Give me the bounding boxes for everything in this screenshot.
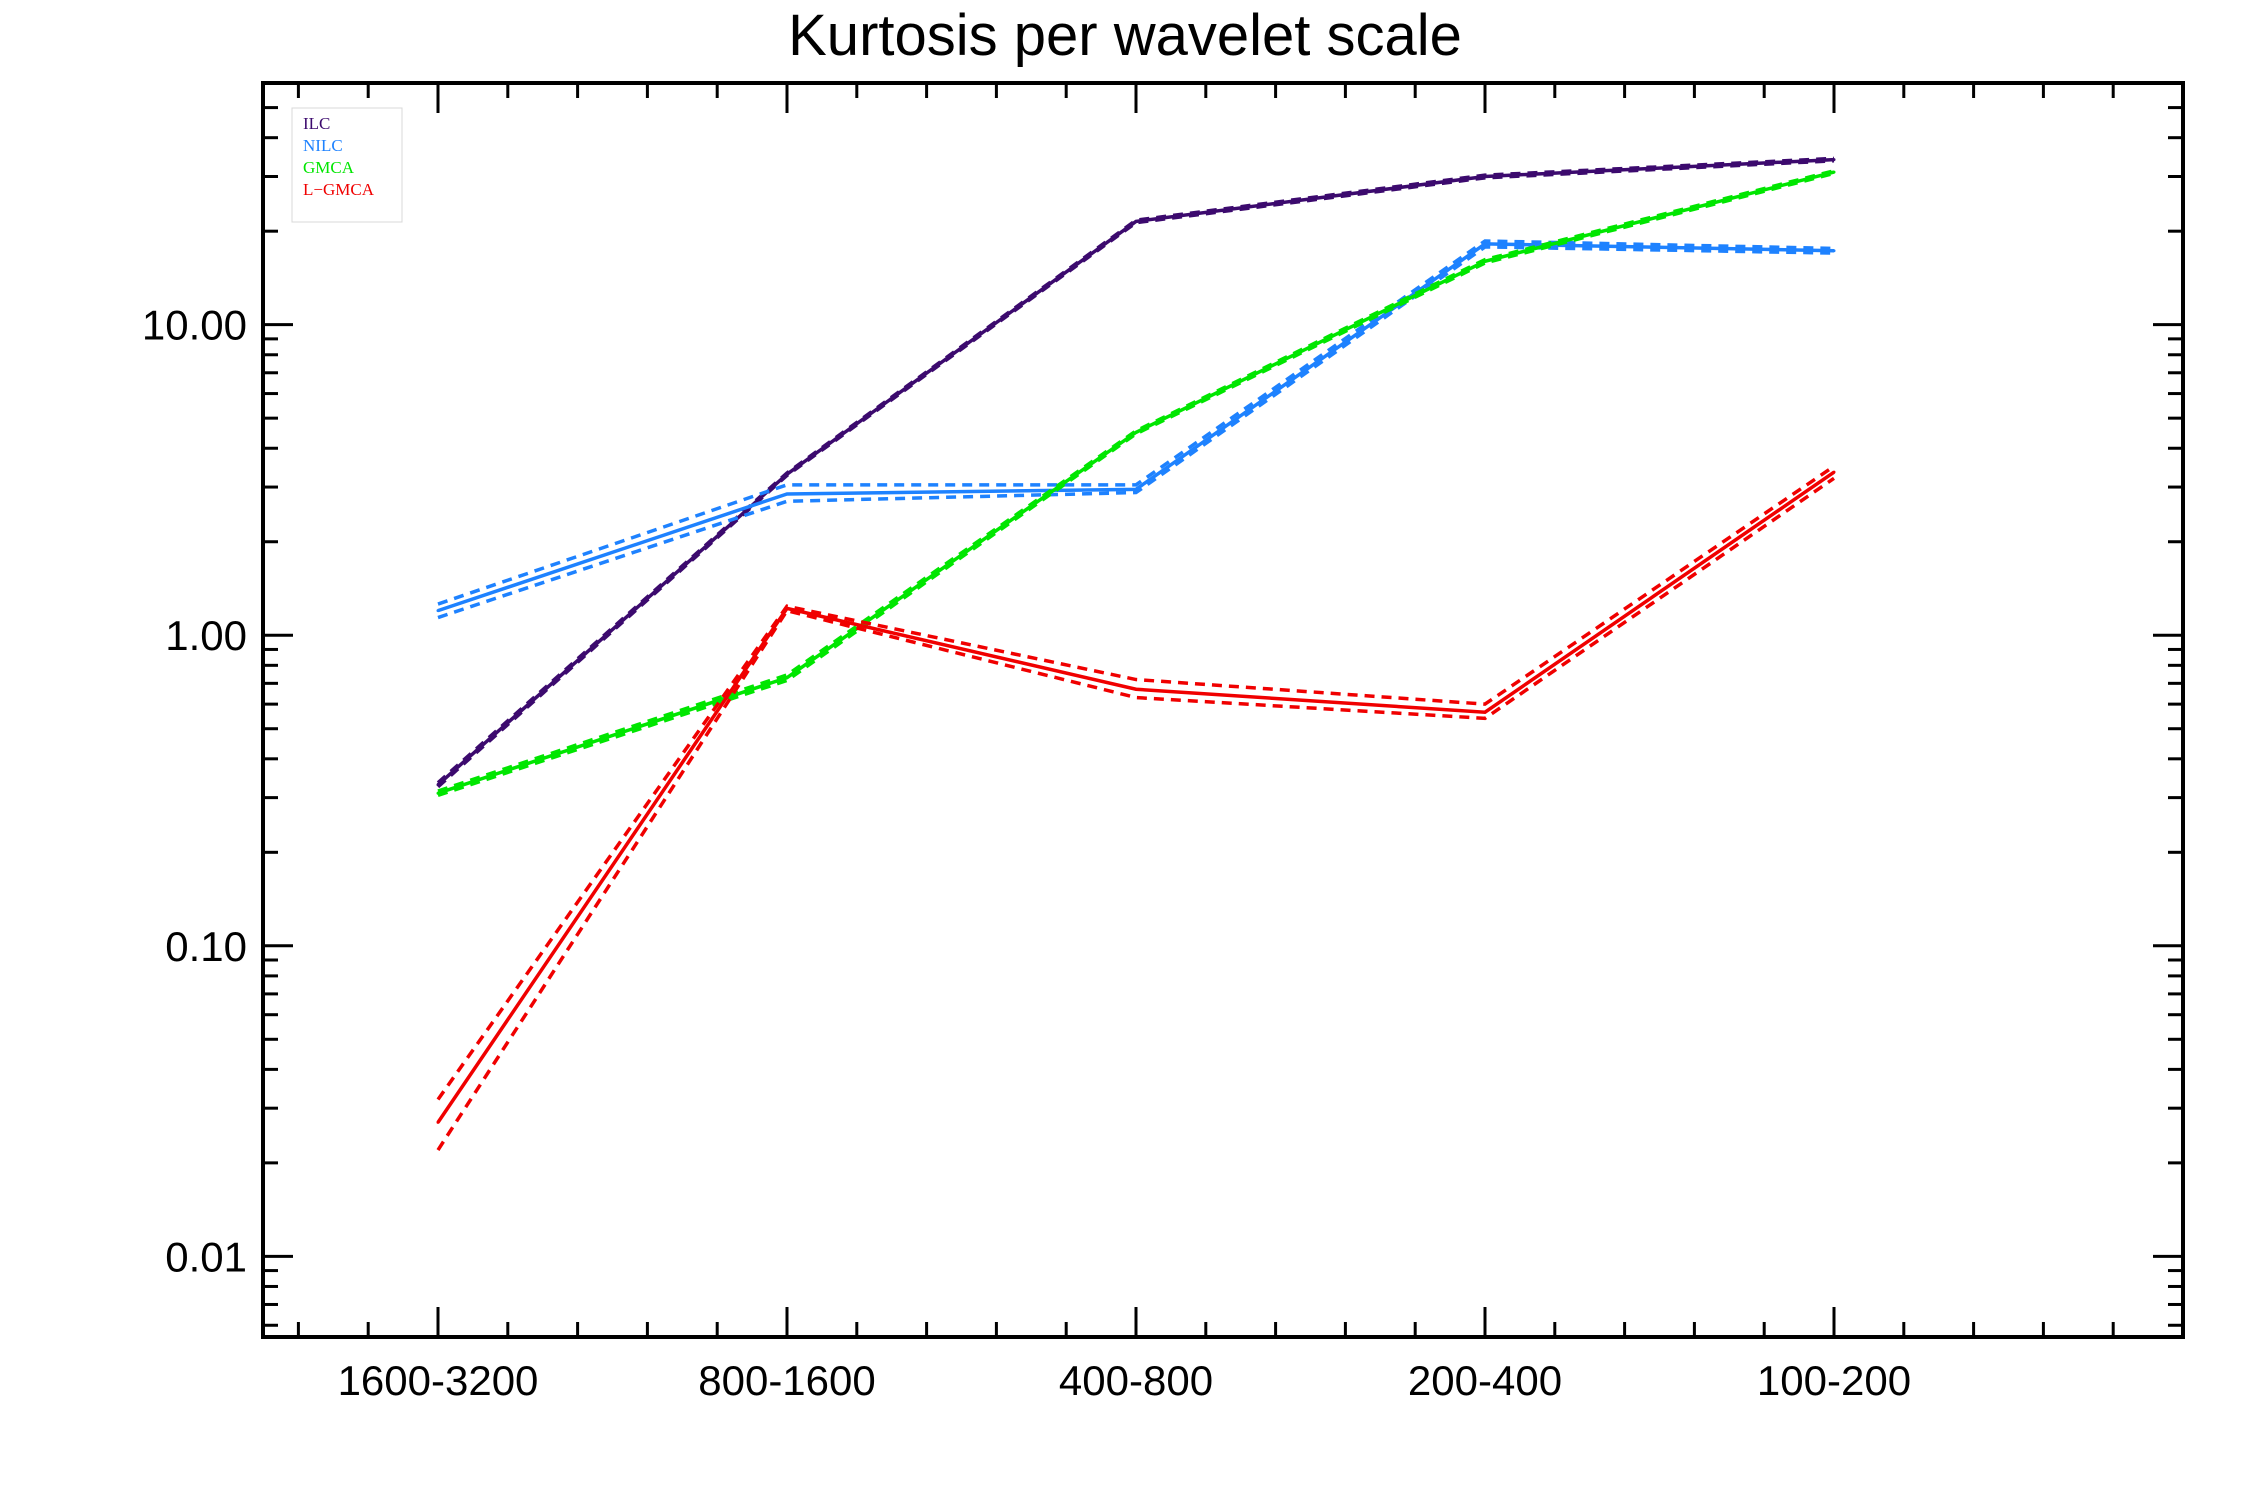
- series-point: [436, 783, 440, 787]
- legend: ILC NILC GMCA L−GMCA: [291, 107, 403, 223]
- series-layer: [436, 156, 1836, 1151]
- series-point: [436, 609, 440, 613]
- legend-box: [291, 107, 403, 223]
- series-upper-bound-line: [436, 464, 1835, 1101]
- series-point: [436, 791, 440, 795]
- series-point: [1832, 170, 1836, 174]
- plot-frame: [261, 81, 2185, 1339]
- series-line: [437, 170, 1835, 795]
- series-line: [436, 470, 1835, 1124]
- series-point: [1483, 710, 1487, 714]
- axis-ticks: [263, 83, 2183, 1337]
- y-tick-label: 0.01: [165, 1233, 247, 1280]
- series-lower-bound-line: [437, 245, 1835, 620]
- series-upper-bound-line: [437, 239, 1835, 606]
- series-point: [1832, 249, 1836, 253]
- series-upper-bound-line: [437, 169, 1835, 793]
- series-lower-bound-line: [436, 159, 1835, 789]
- x-tick-label: 1600-3200: [338, 1357, 539, 1404]
- tick-labels: 1600-3200 800-1600 400-800 200-400 100-200 0.…: [142, 302, 1911, 1404]
- series-point: [785, 676, 789, 680]
- x-tick-label: 200-400: [1408, 1357, 1562, 1404]
- x-tick-label: 400-800: [1059, 1357, 1213, 1404]
- y-tick-label: 0.10: [165, 923, 247, 970]
- series-2: [436, 169, 1836, 798]
- x-tick-label: 800-1600: [698, 1357, 876, 1404]
- series-lower-bound-line: [437, 171, 1835, 798]
- series-point: [1832, 158, 1836, 162]
- legend-entry: NILC: [303, 136, 343, 155]
- series-1: [436, 239, 1836, 620]
- series-point: [1134, 219, 1138, 223]
- series-point: [436, 1120, 440, 1124]
- chart-title: Kurtosis per wavelet scale: [788, 3, 1462, 68]
- x-tick-label: 100-200: [1757, 1357, 1911, 1404]
- legend-entry: GMCA: [303, 158, 355, 177]
- y-tick-label: 1.00: [165, 612, 247, 659]
- series-lower-bound-line: [436, 476, 1835, 1151]
- y-tick-label: 10.00: [142, 302, 247, 349]
- series-point: [1483, 242, 1487, 246]
- series-point: [785, 472, 789, 476]
- series-line: [437, 242, 1835, 613]
- series-3: [436, 464, 1836, 1151]
- legend-entry: ILC: [303, 114, 330, 133]
- legend-entry: L−GMCA: [303, 180, 375, 199]
- series-point: [785, 606, 789, 610]
- series-point: [1134, 430, 1138, 434]
- series-point: [1483, 174, 1487, 178]
- series-point: [1483, 259, 1487, 263]
- series-point: [1134, 687, 1138, 691]
- series-point: [1134, 487, 1138, 491]
- series-0: [436, 156, 1836, 789]
- series-point: [785, 492, 789, 496]
- series-point: [1832, 470, 1836, 474]
